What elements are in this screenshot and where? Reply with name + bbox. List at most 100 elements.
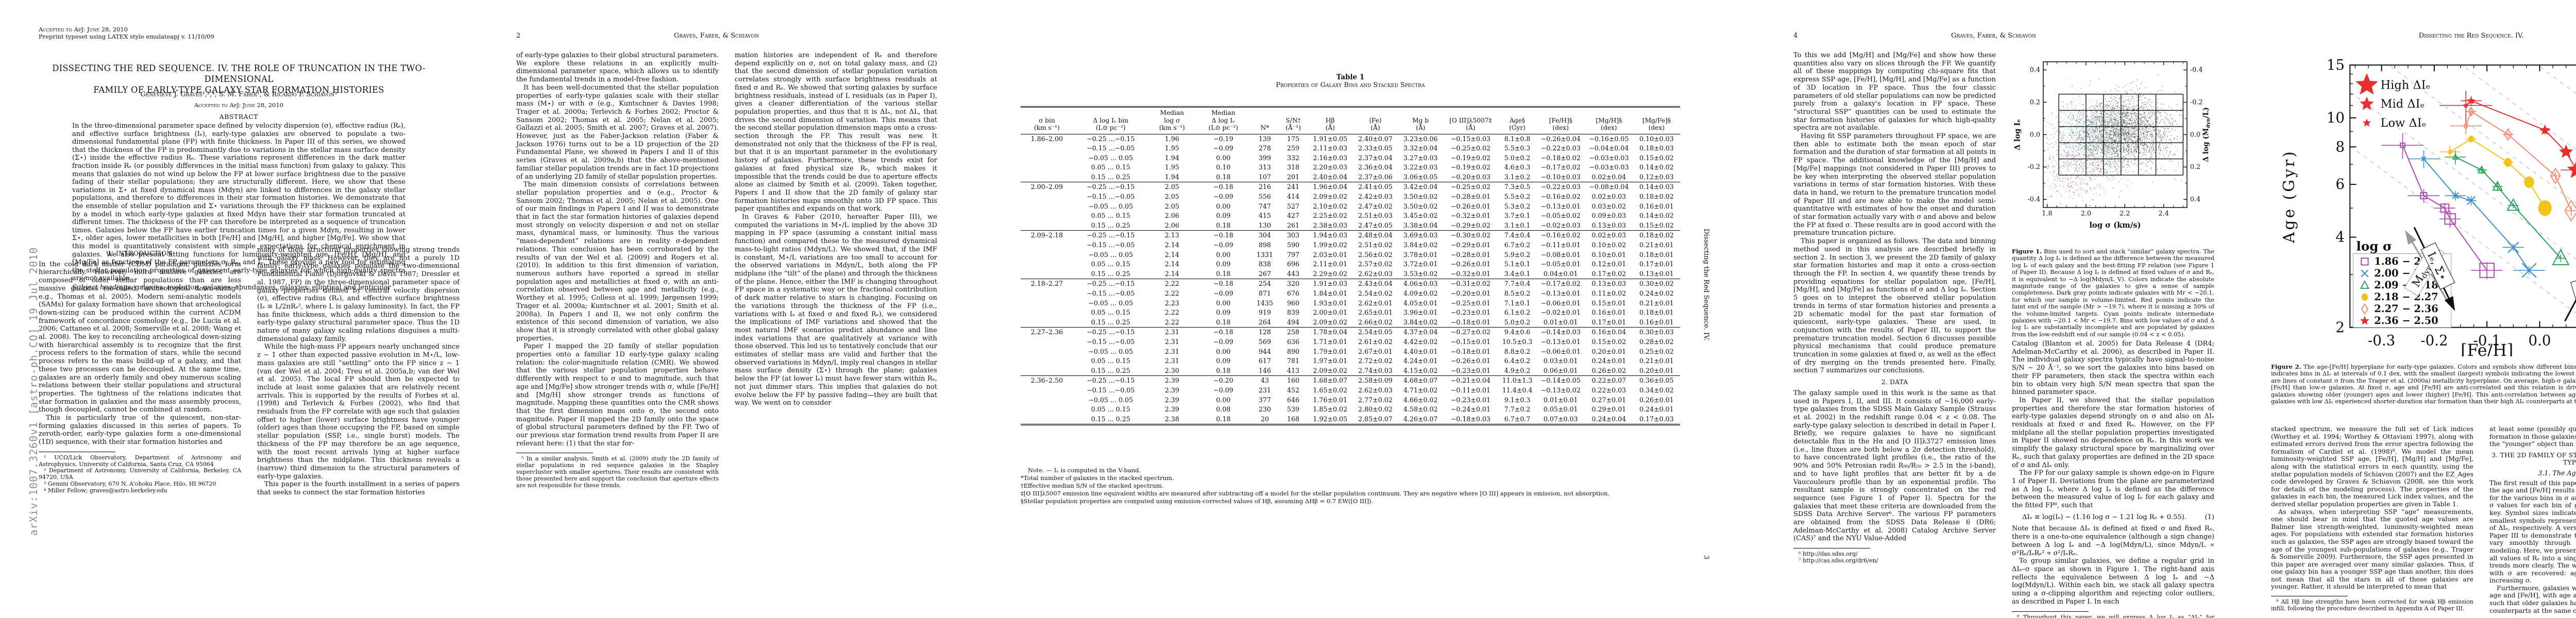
footnote: ⁸ Throughout this paper, we will express… xyxy=(2017,613,2214,618)
table-row: −0.15 ...−0.05 2.14 −0.09 898 590 1.99±0.02 2.… xyxy=(1021,241,1680,250)
table-cell: 3.27±0.03 xyxy=(1403,153,1438,162)
table-cell: 1.79±0.01 xyxy=(1313,347,1348,355)
table-cell: 0.17±0.03 xyxy=(1639,415,1674,423)
table-cell: 3.96±0.01 xyxy=(1403,308,1438,317)
table-row: 0.15 ... 0.25 1.94 0.18 107 201 2.40±0.04 2.37… xyxy=(1021,173,1680,182)
table-cell: −0.15±0.03 xyxy=(1450,134,1491,143)
table-cell: 3.53±0.02 xyxy=(1403,269,1438,278)
svg-text:Low ΔIₑ: Low ΔIₑ xyxy=(2381,116,2427,130)
table-row: −0.15 ...−0.05 2.31 −0.09 569 636 1.71±0.01 2.… xyxy=(1021,337,1680,347)
table-row: 0.15 ... 0.25 2.14 0.18 267 443 2.29±0.02 2.62… xyxy=(1021,269,1680,279)
authors-line: Genevieve J. Graves¹,²,⁴, S. M. Faber¹, … xyxy=(140,91,337,98)
table-row: −0.05 ... 0.05 2.31 0.00 944 890 1.79±0.01 2.6… xyxy=(1021,347,1680,357)
table-cell: 2.42±0.03 xyxy=(1358,193,1393,201)
table-cell: 216 xyxy=(1250,182,1279,193)
column-header: Age§ (Gyr) xyxy=(1498,107,1537,134)
table-cell: −0.26±0.01 xyxy=(1450,357,1491,365)
table-cell: 160 xyxy=(1279,375,1308,386)
table-cell: 1.94 xyxy=(1164,153,1179,162)
table-cell: −0.25 ...−0.15 xyxy=(1073,279,1148,289)
table-cell: −0.25 ...−0.15 xyxy=(1073,230,1148,241)
table-cell: −0.21±0.04 xyxy=(1443,375,1498,386)
table-cell: 569 xyxy=(1259,337,1272,346)
table-cell: −0.29±0.02 xyxy=(1450,221,1491,229)
sigma-bin-group: 2.18–2.27 −0.25 ...−0.15 2.22 −0.18 254 320 1.… xyxy=(1021,279,1680,328)
table-cell: −0.19 xyxy=(1213,134,1233,143)
footnote: ⁵ In a similar analysis, Smith et al. (2… xyxy=(516,455,719,489)
table-cell: 2.39 xyxy=(1164,396,1179,404)
column-header: σ bin (km s⁻¹) xyxy=(1021,107,1073,134)
table-cell: 3.84±0.02 xyxy=(1403,318,1438,326)
table-cell: 128 xyxy=(1250,327,1279,337)
table-cell: −0.32±0.01 xyxy=(1450,269,1491,278)
paragraph: In the cold dark matter (CDM) paradigm, … xyxy=(39,260,241,414)
table-cell: 0.05±0.01 xyxy=(1543,405,1578,414)
table-cell xyxy=(1021,153,1073,163)
table-cell: 0.15 ... 0.25 xyxy=(1091,173,1130,181)
table-row: −0.05 ... 0.05 1.94 0.00 399 332 2.16±0.03 2.3… xyxy=(1021,153,1680,163)
table-cell: −0.32±0.01 xyxy=(1450,212,1491,220)
table-cell: 0.10±0.02 xyxy=(1591,241,1626,249)
table-cell: 443 xyxy=(1287,269,1300,278)
table-cell: 7.7±0.2 xyxy=(1504,405,1531,414)
table-cell: −0.13±0.01 xyxy=(1540,289,1581,297)
table-cell: 919 xyxy=(1259,308,1272,317)
svg-text:8: 8 xyxy=(2335,138,2345,155)
table-cell: 0.12±0.01 xyxy=(1591,260,1626,268)
table-cell: 320 xyxy=(1279,279,1308,289)
table-cell: 0.21±0.01 xyxy=(1639,357,1674,365)
table-cell: 0.13±0.03 xyxy=(1591,221,1626,229)
svg-text:2.0: 2.0 xyxy=(2081,210,2091,218)
equation-body: ΔIₑ ≡ log(Iₑ) − (1.16 log σ − 1.21 log R… xyxy=(2022,513,2187,521)
table-cell: 0.24±0.01 xyxy=(1639,405,1674,414)
sigma-legend: log σ1.86 − 2.002.00 − 2.092.09 − 2.182.… xyxy=(2352,238,2452,328)
table-cell: 0.05 ... 0.15 xyxy=(1091,308,1130,317)
svg-text:Δ log (Mdyn/L): Δ log (Mdyn/L) xyxy=(2202,107,2211,162)
table-cell: 2.39 xyxy=(1164,405,1179,414)
series-2.00−2.09 xyxy=(2408,150,2545,278)
table-cell: −0.22±0.03 xyxy=(1540,144,1581,152)
table-cell: 5.5±0.2 xyxy=(1504,193,1531,201)
table-cell: 2.61±0.02 xyxy=(1358,337,1393,346)
table-cell: 0.18 xyxy=(1216,366,1231,374)
table-cell: 2.66±0.02 xyxy=(1358,318,1393,326)
table-cell: 0.18 xyxy=(1216,173,1231,181)
table-row: 0.15 ... 0.25 2.06 0.18 130 261 2.38±0.03 2.47… xyxy=(1021,221,1680,231)
table-row: 0.05 ... 0.15 2.39 0.08 230 539 1.85±0.02 2.80… xyxy=(1021,405,1680,415)
table-row: 0.05 ... 0.15 2.14 0.09 838 696 2.11±0.01 2.57… xyxy=(1021,260,1680,269)
table-cell: 0.16±0.01 xyxy=(1591,308,1626,317)
table-cell: 2.14 xyxy=(1164,260,1179,268)
table-cell: 1.86–2.00 xyxy=(1030,134,1063,143)
table-cell: 230 xyxy=(1259,405,1272,414)
table-cell: −0.13±0.02 xyxy=(1540,386,1581,394)
table-cell xyxy=(1021,211,1073,221)
table-cell: 0.07±0.03 xyxy=(1543,415,1578,423)
table-cell: 2.09±0.02 xyxy=(1313,193,1348,201)
table-cell: 3.38±0.04 xyxy=(1403,221,1438,229)
table-cell: 4.09±0.02 xyxy=(1403,289,1438,297)
table-cell: 2.62±0.03 xyxy=(1358,386,1393,394)
svg-text:-0.2: -0.2 xyxy=(2027,163,2040,171)
table-cell: 0.12±0.03 xyxy=(1639,173,1674,181)
column-header: [Mg/Fe]§ (dex) xyxy=(1633,107,1680,134)
table-cell: 0.24±0.02 xyxy=(1639,289,1674,297)
subsection-heading: 3.1. The Age-[Fe/H] Hyperplane xyxy=(2538,469,2576,477)
table-cell: 4.40±0.01 xyxy=(1403,347,1438,355)
table-cell: 0.18 xyxy=(1216,415,1231,423)
table-note: §Stellar population properties are compu… xyxy=(1021,497,1374,505)
table-cell: 2.65±0.01 xyxy=(1358,308,1393,317)
sigma-bin-group: 1.86–2.00 −0.25 ...−0.15 1.96 −0.19 139 175 1.… xyxy=(1021,134,1680,182)
table-cell: 6.7±0.7 xyxy=(1504,415,1531,423)
table-cell: 0.20±0.01 xyxy=(1591,347,1626,355)
table-cell xyxy=(1021,386,1073,396)
series-1.86−2.00 xyxy=(2381,133,2503,279)
table-cell: 2.37±0.06 xyxy=(1358,173,1393,181)
table-cell: 0.16±0.01 xyxy=(1639,318,1674,326)
abstract-text: In the three-dimensional parameter space… xyxy=(72,122,405,283)
table-cell: 2.54±0.02 xyxy=(1358,289,1393,297)
table-cell: 3.45±0.02 xyxy=(1403,212,1438,220)
table-cell: 3.4±0.1 xyxy=(1504,269,1531,278)
table-cell: −0.18 xyxy=(1196,279,1251,289)
table-cell: 1.93±0.01 xyxy=(1313,299,1348,307)
table-cell: 0.14±0.03 xyxy=(1633,182,1680,193)
